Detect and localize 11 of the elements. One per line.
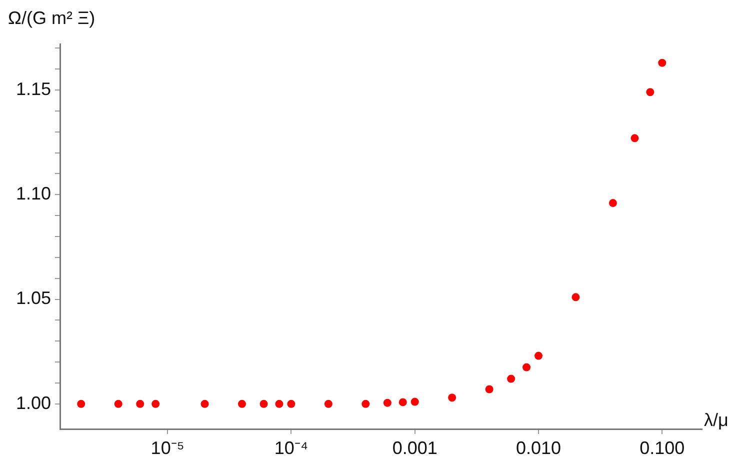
x-tick-label: 0.010	[516, 438, 562, 458]
x-tick-label: 0.100	[640, 438, 685, 458]
y-axis-title: Ω/(G m² Ξ)	[8, 8, 96, 28]
y-tick-label: 1.05	[16, 288, 51, 308]
x-axis-title: λ/μ	[704, 410, 728, 430]
y-tick-label: 1.10	[16, 184, 51, 204]
x-tick-label: 10⁻⁵	[150, 438, 184, 458]
x-tick-label: 0.001	[392, 438, 438, 458]
x-tick-label: 10⁻⁴	[274, 438, 308, 458]
y-tick-label: 1.15	[16, 79, 51, 99]
y-tick-label: 1.00	[16, 392, 51, 413]
